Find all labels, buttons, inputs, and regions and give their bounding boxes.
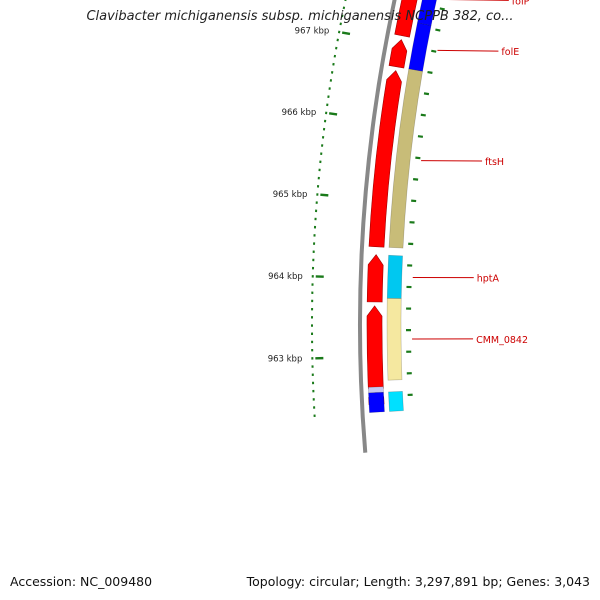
gene-label-leader: [437, 49, 499, 52]
summary-text: Topology: circular; Length: 3,297,891 bp…: [246, 574, 590, 589]
minor-ticks: [310, 0, 347, 417]
tick-label: 964 kbp: [268, 272, 303, 282]
gene-label: ftsH: [485, 157, 504, 168]
forward-cds-arrow: [388, 39, 408, 69]
forward-cds-arrow: [366, 254, 384, 303]
inner-tick: [415, 156, 421, 160]
gene-feature: [388, 391, 404, 412]
gene-labels: CMM_0842hptAftsHfolEfolPCMM_0847: [412, 0, 530, 346]
gene-features: [367, 0, 437, 413]
gene-label: CMM_0842: [476, 335, 528, 346]
gene-feature: [386, 254, 403, 299]
gene-feature: [386, 297, 403, 381]
backbone-line: [358, 0, 397, 453]
gene-feature: [367, 386, 384, 394]
inner-tick: [431, 49, 437, 53]
tick-label: 963 kbp: [268, 355, 303, 365]
gene-label: hptA: [477, 274, 500, 285]
accession-text: Accession: NC_009480: [10, 574, 153, 589]
gene-ticks: [406, 7, 445, 397]
major-tick: [320, 193, 329, 197]
backbone: [358, 0, 397, 453]
inner-tick: [427, 70, 433, 74]
forward-cds-arrow: [366, 305, 384, 390]
gene-feature: [417, 0, 437, 26]
forward-features: [366, 0, 418, 406]
inner-tick: [439, 7, 445, 11]
gene-feature: [408, 22, 432, 72]
map-title: Clavibacter michiganensis subsp. michiga…: [86, 9, 514, 24]
inner-tick: [423, 92, 430, 96]
inner-tick: [417, 135, 424, 138]
gene-feature: [388, 68, 423, 249]
tick-label: 966 kbp: [282, 108, 317, 118]
tick-label: 967 kbp: [295, 26, 330, 36]
forward-cds-arrow: [394, 0, 418, 38]
tick-label: 965 kbp: [273, 190, 308, 200]
gene-label: folP: [512, 0, 530, 7]
major-tick: [328, 112, 338, 116]
major-tick: [341, 31, 351, 36]
gene-label: folE: [501, 47, 519, 58]
forward-cds-arrow: [368, 70, 402, 248]
inner-tick: [435, 28, 441, 32]
major-ticks: [315, 31, 351, 360]
gene-feature: [368, 391, 385, 413]
inner-tick: [420, 113, 426, 117]
